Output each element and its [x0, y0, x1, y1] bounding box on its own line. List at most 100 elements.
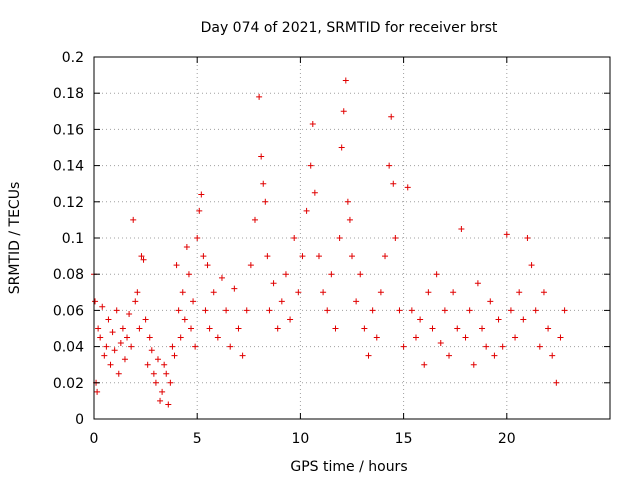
- data-point: [210, 289, 217, 296]
- data-point: [266, 307, 273, 314]
- data-point: [192, 343, 199, 350]
- data-point: [173, 262, 180, 269]
- data-point: [95, 325, 102, 332]
- data-point: [495, 316, 502, 323]
- data-point: [441, 307, 448, 314]
- data-point: [466, 307, 473, 314]
- y-tick-label: 0.2: [62, 50, 84, 66]
- data-point: [454, 325, 461, 332]
- y-tick-label: 0.14: [53, 159, 84, 175]
- data-point: [97, 334, 104, 341]
- data-point: [150, 370, 157, 377]
- data-point: [188, 325, 195, 332]
- data-point: [124, 334, 131, 341]
- data-point: [130, 216, 137, 223]
- data-point: [479, 325, 486, 332]
- data-point: [196, 207, 203, 214]
- data-point: [159, 388, 166, 395]
- data-point: [152, 379, 159, 386]
- data-point: [161, 361, 168, 368]
- x-tick-label: 20: [498, 431, 516, 447]
- y-tick-label: 0.08: [53, 267, 84, 283]
- data-point: [270, 280, 277, 287]
- data-point: [540, 289, 547, 296]
- data-point: [126, 311, 133, 318]
- data-point: [140, 256, 147, 263]
- data-point: [483, 343, 490, 350]
- data-point: [553, 379, 560, 386]
- data-point: [119, 325, 126, 332]
- data-point: [307, 162, 314, 169]
- data-point: [247, 262, 254, 269]
- data-point: [357, 271, 364, 278]
- data-point: [450, 289, 457, 296]
- y-axis-label: SRMTID / TECUs: [7, 182, 23, 295]
- data-point: [311, 189, 318, 196]
- data-point: [291, 235, 298, 241]
- axis-ticks: 0 0.02 0.04 0.06 0.08 0.1 0.12 0.14 0.16 0.18 0.2 0…: [53, 50, 610, 447]
- data-point: [561, 307, 568, 314]
- data-point: [499, 343, 506, 350]
- data-point: [353, 298, 360, 305]
- data-point: [144, 361, 151, 368]
- data-point: [165, 401, 172, 408]
- data-point: [512, 334, 519, 341]
- data-point: [177, 334, 184, 341]
- data-point: [94, 388, 101, 395]
- data-point: [532, 307, 539, 314]
- data-point: [338, 144, 345, 151]
- data-point: [417, 316, 424, 323]
- data-point: [183, 244, 190, 251]
- data-point: [520, 316, 527, 323]
- data-point: [474, 280, 481, 287]
- chart-title: Day 074 of 2021, SRMTID for receiver brs…: [201, 20, 498, 36]
- data-point: [171, 352, 178, 359]
- data-point: [128, 343, 135, 350]
- data-point: [111, 347, 118, 354]
- data-point: [223, 307, 230, 314]
- data-point: [107, 361, 114, 368]
- data-point: [524, 235, 531, 241]
- data-point: [437, 339, 444, 346]
- data-point: [194, 235, 201, 241]
- data-point: [218, 274, 225, 281]
- data-point: [115, 370, 122, 377]
- data-point: [157, 397, 164, 404]
- data-point: [344, 198, 351, 205]
- y-tick-label: 0.06: [53, 303, 84, 319]
- x-axis-label: GPS time / hours: [290, 459, 407, 475]
- data-point: [243, 307, 250, 314]
- data-point: [320, 289, 327, 296]
- data-point: [185, 271, 192, 278]
- data-point: [163, 370, 170, 377]
- data-point: [373, 334, 380, 341]
- data-point: [388, 113, 395, 120]
- x-tick-label: 0: [90, 431, 99, 447]
- data-point: [309, 120, 316, 127]
- data-point: [549, 352, 556, 359]
- y-tick-label: 0.02: [53, 376, 84, 392]
- data-point: [278, 298, 285, 305]
- data-point: [487, 298, 494, 305]
- data-point: [146, 334, 153, 341]
- data-point: [101, 352, 108, 359]
- data-point: [175, 307, 182, 314]
- data-point: [109, 329, 116, 336]
- data-point: [154, 356, 161, 363]
- data-point: [117, 339, 124, 346]
- data-point: [361, 325, 368, 332]
- data-point: [400, 343, 407, 350]
- data-point: [470, 361, 477, 368]
- data-point: [92, 298, 99, 305]
- data-point: [404, 184, 411, 191]
- data-point: [446, 352, 453, 359]
- data-point: [342, 77, 349, 84]
- data-point: [299, 253, 306, 260]
- data-point: [315, 253, 322, 260]
- data-point: [200, 253, 207, 260]
- y-tick-label: 0.04: [53, 340, 84, 356]
- data-point: [169, 343, 176, 350]
- data-point: [167, 379, 174, 386]
- data-point: [324, 307, 331, 314]
